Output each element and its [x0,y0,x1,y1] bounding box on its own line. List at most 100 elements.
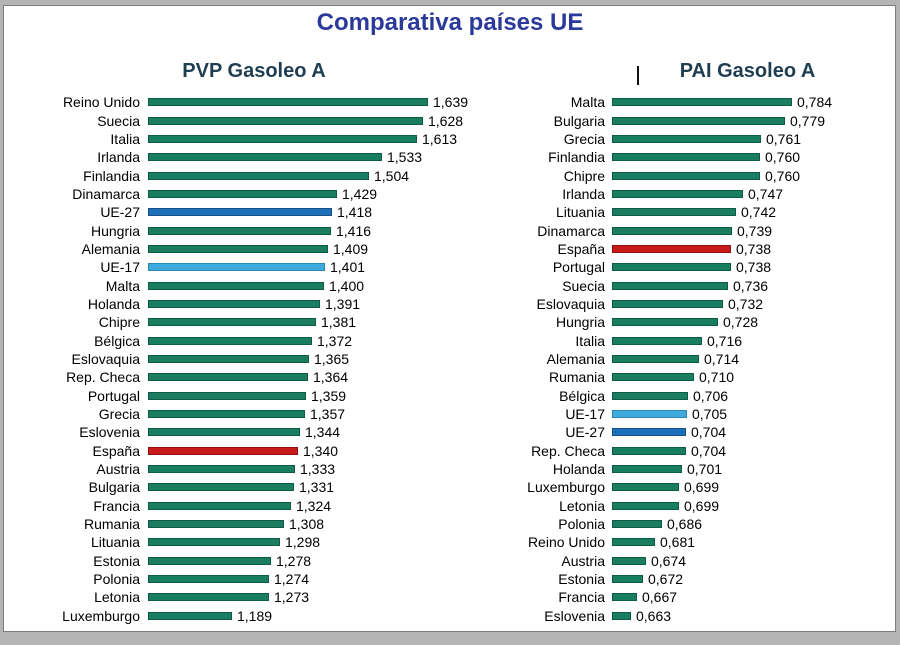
row-value-francia: 0,667 [642,589,678,606]
row-value-eslovenia: 1,344 [305,424,341,441]
row-label-bulgaria: Bulgaria [553,112,605,129]
chart-row-austria: Austria 1,333 [28,460,464,478]
chart-row-austria: Austria 0,674 [478,552,882,570]
bar-italia [612,336,702,345]
chart-pvp-rows: Reino Unido 1,639 Suecia 1,628 Italia 1,613 Ir… [28,93,468,625]
chart-row-eslovaquia: Eslovaquia 0,732 [478,295,882,313]
row-label-suecia: Suecia [562,277,605,294]
row-value-dinamarca: 1,429 [342,185,378,202]
row-value-suecia: 1,628 [428,112,464,129]
chart-row-ue-17: UE-17 0,705 [478,405,882,423]
bar-hungria [612,318,718,327]
row-value-suecia: 0,736 [733,277,769,294]
chart-row-luxemburgo: Luxemburgo 1,189 [28,607,464,625]
bar-estonia [148,556,271,565]
row-value-francia: 1,324 [296,497,332,514]
row-label-alemania: Alemania [81,240,140,257]
row-label-eslovaquia: Eslovaquia [71,350,141,367]
bar-dinamarca [612,226,732,235]
row-label-polonia: Polonia [93,571,140,588]
bar-espana [612,244,731,253]
row-label-francia: Francia [93,497,140,514]
row-label-rumania: Rumania [83,516,140,533]
bar-italia [148,134,417,143]
bar-suecia [148,116,423,125]
chart-row-malta: Malta 1,400 [28,276,464,294]
row-value-ue-17: 1,401 [330,259,366,276]
row-label-rep-checa: Rep. Checa [531,442,605,459]
row-value-lituania: 0,742 [741,204,777,221]
row-label-dinamarca: Dinamarca [537,222,605,239]
bar-irlanda [612,189,743,198]
chart-row-hungria: Hungria 0,728 [478,313,882,331]
bar-grecia [612,134,761,143]
row-value-italia: 1,613 [422,130,458,147]
bar-eslovaquia [612,299,723,308]
bar-malta [148,281,324,290]
row-value-reino-unido: 1,639 [433,94,469,111]
row-label-estonia: Estonia [558,571,605,588]
bar-luxemburgo [148,611,232,620]
row-label-rumania: Rumania [548,369,605,386]
row-label-italia: Italia [110,130,140,147]
row-value-eslovenia: 0,663 [636,607,672,624]
chart-row-grecia: Grecia 0,761 [478,130,882,148]
row-label-grecia: Grecia [563,130,605,147]
row-value-italia: 0,716 [707,332,743,349]
bar-finlandia [148,171,369,180]
chart-row-ue-27: UE-27 1,418 [28,203,464,221]
row-label-ue-17: UE-17 [100,259,140,276]
row-label-chipre: Chipre [563,167,605,184]
row-value-malta: 0,784 [797,94,833,111]
row-value-ue-27: 0,704 [691,424,727,441]
row-label-austria: Austria [561,552,605,569]
bar-malta [612,98,792,107]
chart-row-ue-17: UE-17 1,401 [28,258,464,276]
row-label-lituania: Lituania [555,204,605,221]
row-label-finlandia: Finlandia [83,167,140,184]
chart-pvp-gasoleo-a: PVP Gasoleo A Reino Unido 1,639 Suecia 1,62… [28,58,468,625]
row-label-chipre: Chipre [98,314,140,331]
chart-row-alemania: Alemania 1,409 [28,240,464,258]
bar-chipre [148,318,316,327]
bar-ue-17 [148,263,325,272]
row-label-suecia: Suecia [97,112,140,129]
chart-row-eslovenia: Eslovenia 0,663 [478,607,882,625]
row-value-bulgaria: 0,779 [790,112,826,129]
chart-row-alemania: Alemania 0,714 [478,350,882,368]
chart-row-espana: España 1,340 [28,442,464,460]
bar-espana [148,446,298,455]
row-value-finlandia: 1,504 [374,167,410,184]
row-value-alemania: 1,409 [333,240,369,257]
chart-row-portugal: Portugal 0,738 [478,258,882,276]
row-label-espana: España [92,442,140,459]
chart-row-eslovaquia: Eslovaquia 1,365 [28,350,464,368]
row-label-irlanda: Irlanda [97,149,140,166]
row-value-rep-checa: 1,364 [313,369,349,386]
page-title: Comparativa países UE [316,9,584,36]
row-label-irlanda: Irlanda [562,185,605,202]
row-value-irlanda: 0,747 [748,185,784,202]
row-label-reino-unido: Reino Unido [527,534,605,551]
row-label-malta: Malta [570,94,605,111]
chart-row-italia: Italia 0,716 [478,331,882,349]
row-label-eslovenia: Eslovenia [79,424,140,441]
row-value-grecia: 0,761 [766,130,802,147]
bar-portugal [148,391,306,400]
bar-grecia [148,410,305,419]
row-label-espana: España [557,240,605,257]
row-label-portugal: Portugal [87,387,140,404]
row-value-portugal: 0,738 [736,259,772,276]
bar-austria [148,465,295,474]
bar-rumania [148,520,284,529]
row-value-estonia: 0,672 [648,571,684,588]
row-label-eslovenia: Eslovenia [544,607,605,624]
row-value-finlandia: 0,760 [765,149,801,166]
bar-bulgaria [148,483,294,492]
bar-alemania [612,354,699,363]
row-value-lituania: 1,298 [285,534,321,551]
row-label-holanda: Holanda [87,295,140,312]
chart-row-dinamarca: Dinamarca 1,429 [28,185,464,203]
